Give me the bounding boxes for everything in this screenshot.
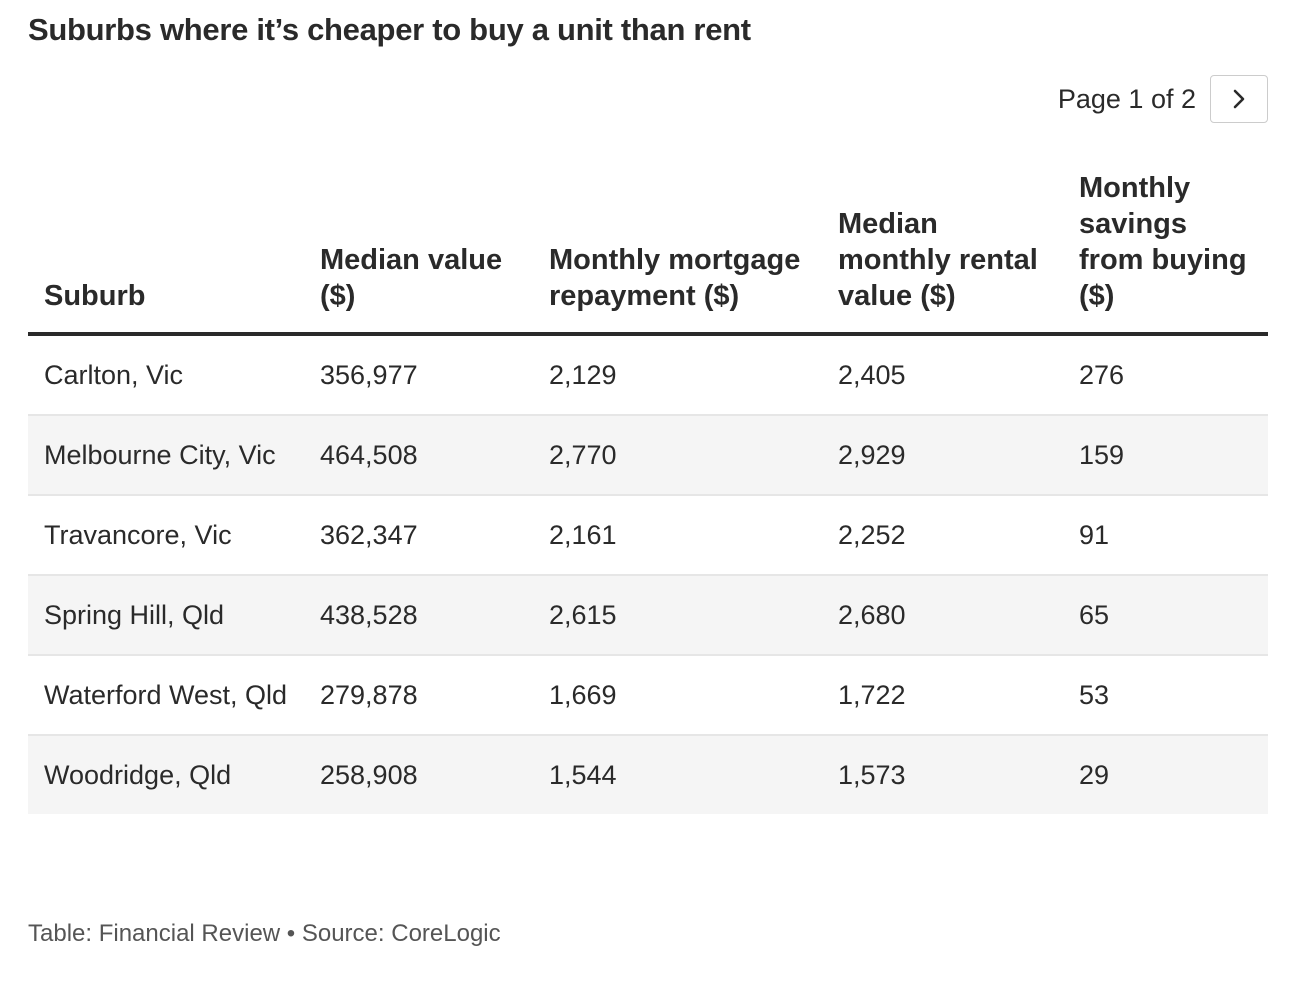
cell-monthly-savings: 159 [1063, 415, 1268, 496]
pagination: Page 1 of 2 [1058, 74, 1268, 124]
cell-mortgage-repayment: 2,615 [533, 575, 822, 656]
table-row: Melbourne City, Vic 464,508 2,770 2,929 … [28, 415, 1268, 496]
cell-suburb: Waterford West, Qld [28, 655, 304, 736]
table-row: Woodridge, Qld 258,908 1,544 1,573 29 [28, 735, 1268, 814]
cell-rental-value: 2,252 [822, 495, 1063, 576]
cell-monthly-savings: 65 [1063, 575, 1268, 656]
cell-suburb: Travancore, Vic [28, 495, 304, 576]
page-indicator: Page 1 of 2 [1057, 83, 1196, 114]
cell-suburb: Carlton, Vic [28, 334, 304, 416]
cell-mortgage-repayment: 1,669 [533, 655, 822, 736]
cell-suburb: Melbourne City, Vic [28, 415, 304, 496]
cell-median-value: 356,977 [304, 334, 533, 416]
table-title: Suburbs where it’s cheaper to buy a unit… [28, 12, 751, 47]
cell-median-value: 362,347 [304, 495, 533, 576]
cell-rental-value: 2,929 [822, 415, 1063, 496]
column-header-median-value: Median value ($) [304, 170, 533, 336]
column-header-monthly-savings: Monthly savings from buying ($) [1063, 170, 1268, 336]
cell-monthly-savings: 91 [1063, 495, 1268, 576]
cell-median-value: 464,508 [304, 415, 533, 496]
cell-monthly-savings: 53 [1063, 655, 1268, 736]
column-header-suburb: Suburb [28, 170, 304, 336]
cell-median-value: 258,908 [304, 735, 533, 814]
cell-monthly-savings: 29 [1063, 735, 1268, 814]
cell-mortgage-repayment: 2,770 [533, 415, 822, 496]
cell-mortgage-repayment: 2,161 [533, 495, 822, 576]
cell-median-value: 279,878 [304, 655, 533, 736]
data-table: Suburb Median value ($) Monthly mortgage… [28, 170, 1268, 814]
cell-suburb: Woodridge, Qld [28, 735, 304, 814]
cell-rental-value: 2,680 [822, 575, 1063, 656]
column-header-mortgage-repayment: Monthly mortgage repayment ($) [533, 170, 822, 336]
next-page-button[interactable] [1210, 75, 1268, 123]
header-row: Suburb Median value ($) Monthly mortgage… [28, 170, 1268, 336]
cell-mortgage-repayment: 2,129 [533, 334, 822, 416]
table-row: Spring Hill, Qld 438,528 2,615 2,680 65 [28, 575, 1268, 656]
cell-rental-value: 2,405 [822, 334, 1063, 416]
table-row: Carlton, Vic 356,977 2,129 2,405 276 [28, 334, 1268, 416]
column-header-rental-value: Median monthly rental value ($) [822, 170, 1063, 336]
table-row: Waterford West, Qld 279,878 1,669 1,722 … [28, 655, 1268, 736]
chevron-right-icon [1233, 89, 1245, 109]
cell-monthly-savings: 276 [1063, 334, 1268, 416]
source-credit: Table: Financial Review • Source: CoreLo… [28, 920, 501, 947]
cell-rental-value: 1,722 [822, 655, 1063, 736]
cell-rental-value: 1,573 [822, 735, 1063, 814]
cell-median-value: 438,528 [304, 575, 533, 656]
cell-mortgage-repayment: 1,544 [533, 735, 822, 814]
cell-suburb: Spring Hill, Qld [28, 575, 304, 656]
table-row: Travancore, Vic 362,347 2,161 2,252 91 [28, 495, 1268, 576]
